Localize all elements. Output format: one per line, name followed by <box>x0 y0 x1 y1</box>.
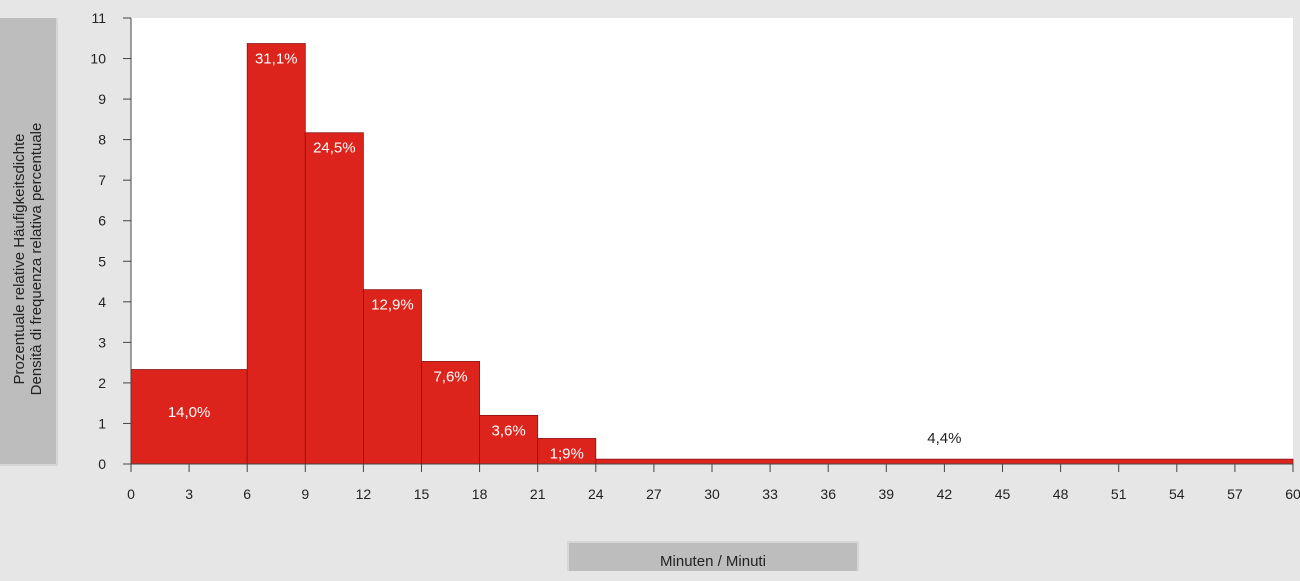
bar-value-label: 4,4% <box>927 430 961 447</box>
x-tick-label: 21 <box>530 486 546 502</box>
x-tick-label: 15 <box>414 486 430 502</box>
x-tick-label: 12 <box>356 486 372 502</box>
y-tick-label: 10 <box>90 51 106 67</box>
y-axis-label-box: Prozentuale relative Häufigkeitsdichte D… <box>0 18 58 466</box>
x-tick-label: 6 <box>243 486 251 502</box>
x-tick-label: 24 <box>588 486 604 502</box>
x-tick-label: 18 <box>472 486 488 502</box>
x-tick-label: 57 <box>1227 486 1243 502</box>
x-tick-label: 60 <box>1285 486 1300 502</box>
histogram-bar <box>421 361 480 465</box>
y-tick-label: 11 <box>91 10 106 26</box>
y-tick-label: 0 <box>98 456 106 472</box>
bar-value-label: 14,0% <box>168 404 211 421</box>
bar-value-label: 12,9% <box>371 297 414 314</box>
x-tick-label: 9 <box>301 486 309 502</box>
x-tick-label: 27 <box>646 486 662 502</box>
x-tick-label: 3 <box>185 486 193 502</box>
x-tick-label: 36 <box>820 486 836 502</box>
y-tick-label: 3 <box>98 334 106 350</box>
x-tick-label: 0 <box>127 486 135 502</box>
x-tick-label: 30 <box>704 486 720 502</box>
bar-value-label: 31,1% <box>255 51 298 68</box>
y-tick-label: 2 <box>98 375 106 391</box>
x-tick-label: 51 <box>1111 486 1127 502</box>
x-tick-label: 45 <box>995 486 1011 502</box>
histogram-bar <box>304 132 364 465</box>
bar-value-label: 1;9% <box>550 445 584 462</box>
x-tick-label: 39 <box>879 486 895 502</box>
y-tick-label: 5 <box>98 253 106 269</box>
histogram-bar <box>595 458 1294 465</box>
y-tick-label: 4 <box>98 294 106 310</box>
y-tick-label: 8 <box>98 132 106 148</box>
x-axis-label: Minuten / Minuti <box>567 541 859 571</box>
y-tick-label: 9 <box>98 91 106 107</box>
x-tick-label: 42 <box>937 486 953 502</box>
bar-value-label: 24,5% <box>313 140 356 157</box>
x-tick-label: 33 <box>762 486 778 502</box>
histogram-bar <box>246 43 306 465</box>
histogram-bar <box>479 414 539 465</box>
bar-value-label: 7,6% <box>433 368 467 385</box>
y-tick-label: 7 <box>98 172 106 188</box>
bar-value-label: 3,6% <box>492 422 526 439</box>
histogram-bar <box>362 289 422 465</box>
y-tick-label: 6 <box>98 213 106 229</box>
x-tick-label: 54 <box>1169 486 1185 502</box>
histogram-bar <box>537 438 597 465</box>
y-tick-label: 1 <box>98 415 106 431</box>
x-tick-label: 48 <box>1053 486 1069 502</box>
